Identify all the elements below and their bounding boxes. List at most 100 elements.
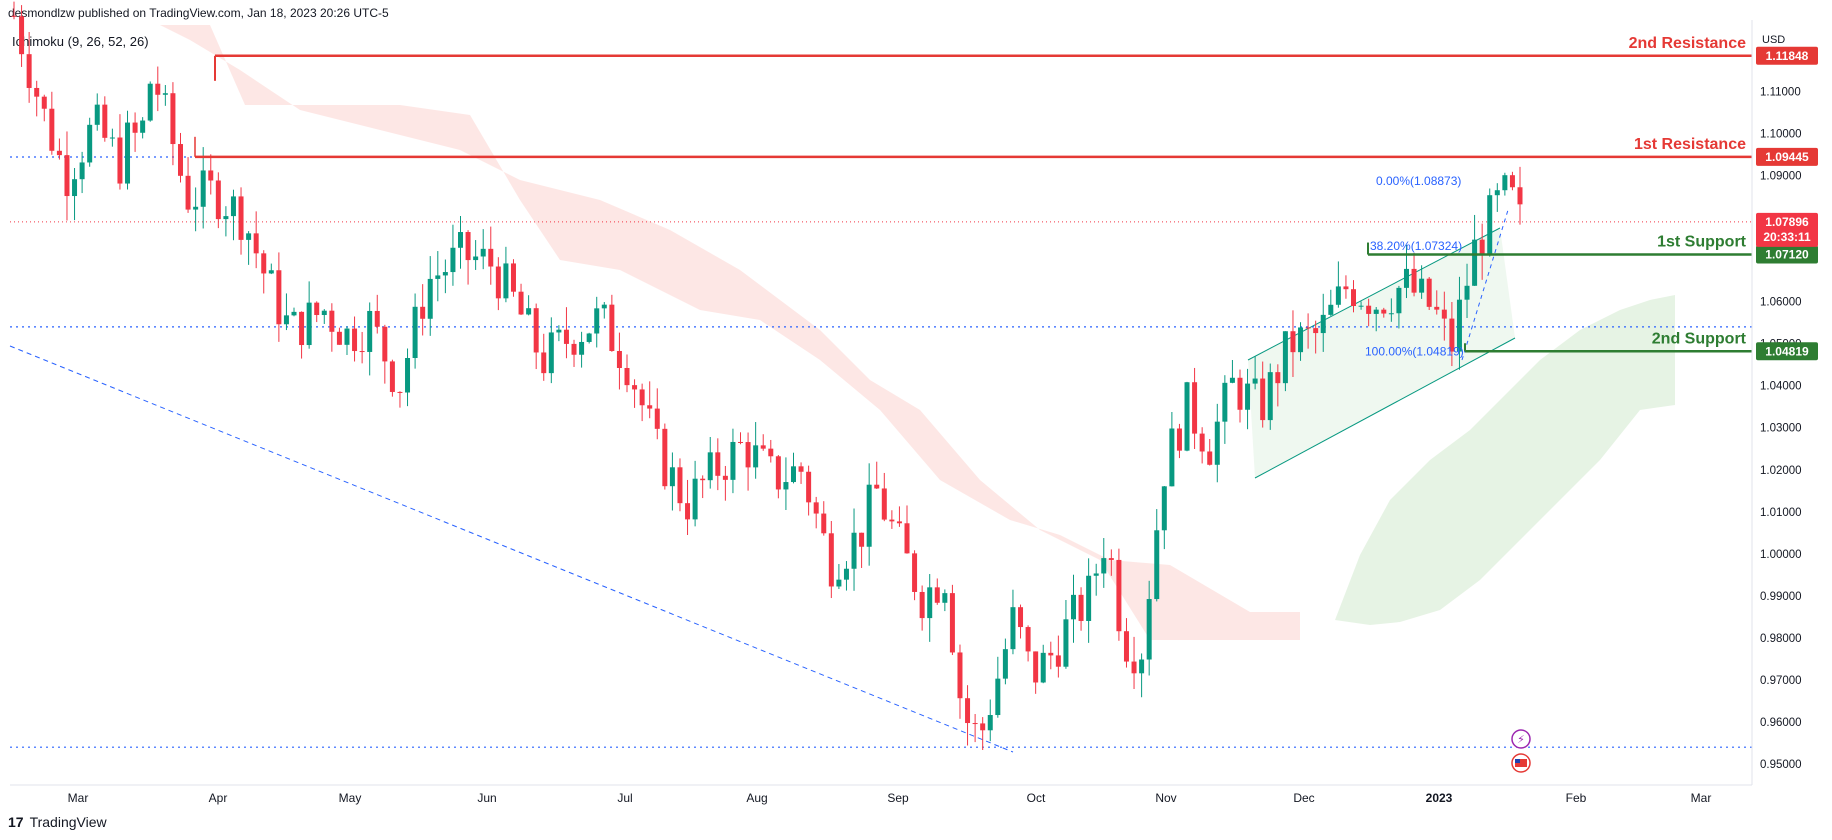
candle-body [1282, 331, 1288, 384]
candle-body [896, 521, 902, 524]
candle-body [632, 385, 638, 390]
indicator-label[interactable]: Ichimoku (9, 26, 52, 26) [12, 34, 149, 49]
candle-body [904, 523, 910, 554]
us-flag-stripes [1515, 759, 1527, 767]
candle-body [321, 310, 327, 316]
level-price-tag [1756, 147, 1818, 166]
ascending-channel [1247, 227, 1516, 479]
candle-body [1456, 299, 1462, 352]
candle-body [1116, 559, 1122, 632]
candle-body [1086, 575, 1092, 621]
candle-body [1411, 268, 1417, 293]
candle-body [1070, 594, 1076, 620]
candle-body [1018, 607, 1024, 628]
candle-body [382, 326, 388, 362]
candle-body [1184, 382, 1190, 451]
candle-body [162, 93, 168, 95]
price-tags: 1.11848 1.09445 1.07120 1.04819 1.0789620:33… [1756, 46, 1818, 361]
channel-upper [1247, 227, 1501, 361]
candle-body [768, 448, 774, 457]
candle-body [1176, 428, 1182, 451]
candle-body [109, 137, 115, 139]
candle-body [140, 120, 146, 133]
candle-body [1305, 327, 1311, 329]
level-label: 2nd Support [1652, 330, 1747, 347]
level-price-tag-text: 1.04819 [1765, 344, 1809, 358]
candle-body [367, 310, 373, 352]
candle-body [374, 310, 380, 327]
candle-body [420, 306, 426, 319]
candle-body [783, 482, 789, 490]
candle-body [79, 162, 85, 180]
candle-body [427, 278, 433, 319]
candle-body [480, 248, 486, 257]
candle-body [1373, 309, 1379, 314]
candle-body [1161, 486, 1167, 531]
candle-body [1320, 314, 1326, 334]
candle-body [1313, 328, 1319, 334]
candle-body [72, 179, 78, 197]
cloud-bullish [1335, 295, 1675, 625]
candle-body [1260, 378, 1266, 421]
candle-body [851, 532, 857, 569]
candle-body [616, 350, 622, 368]
candle-body [1123, 631, 1129, 662]
candle-body [215, 180, 221, 220]
footer-brand: 17 TradingView [8, 814, 107, 830]
x-tick-label: Feb [1566, 791, 1587, 805]
candle-body [223, 216, 229, 220]
candle-body [1487, 195, 1493, 256]
x-tick-label: Sep [887, 791, 909, 805]
candle-body [1441, 309, 1447, 319]
y-tick-label: 1.00000 [1760, 549, 1802, 561]
event-icons: ⚡ [1511, 729, 1531, 773]
candle-body [1010, 607, 1016, 650]
candle-body [155, 83, 161, 95]
candle-body [980, 723, 986, 731]
x-tick-label: Jul [617, 791, 632, 805]
x-tick-label: Dec [1293, 791, 1314, 805]
candle-body [798, 466, 804, 472]
axes: 1.110001.100001.090001.060001.050001.040… [10, 20, 1802, 805]
candle-body [1252, 378, 1258, 384]
candle-body [821, 513, 827, 534]
candle-body [639, 389, 645, 406]
candle-body [1381, 309, 1387, 314]
candle-body [722, 475, 728, 480]
candle-body [1351, 289, 1357, 307]
level-label: 2nd Resistance [1629, 35, 1746, 52]
candle-body [344, 328, 350, 345]
channel-lower [1254, 337, 1516, 479]
lightning-glyph: ⚡ [1517, 733, 1525, 746]
candle-body [624, 367, 630, 386]
candle-body [200, 170, 206, 207]
candle-body [41, 96, 47, 109]
candle-body [185, 175, 191, 210]
candle-body [1335, 286, 1341, 305]
candle-body [586, 333, 592, 342]
tradingview-logo-icon: 17 [8, 814, 24, 830]
candle-body [246, 233, 252, 240]
candle-body [685, 503, 691, 520]
candle-body [299, 311, 305, 346]
candle-body [1101, 558, 1107, 574]
candle-body [662, 428, 668, 487]
candle-body [253, 233, 259, 254]
fib-anchor-line [1461, 209, 1509, 361]
candle-body [912, 553, 918, 592]
candle-body [1207, 451, 1213, 465]
candle-body [1237, 377, 1243, 410]
candle-body [19, 16, 25, 55]
level-price-tag-text: 1.11848 [1766, 49, 1809, 63]
candle-body [495, 266, 501, 299]
candle-body [1419, 278, 1425, 293]
candle-body [1154, 530, 1160, 600]
candle-body [579, 341, 585, 355]
candle-body [563, 329, 569, 344]
current-price-tag [1756, 212, 1818, 247]
candle-body [541, 352, 547, 374]
candle-body [995, 678, 1001, 716]
candle-body [49, 108, 55, 151]
candle-body [1146, 599, 1152, 660]
